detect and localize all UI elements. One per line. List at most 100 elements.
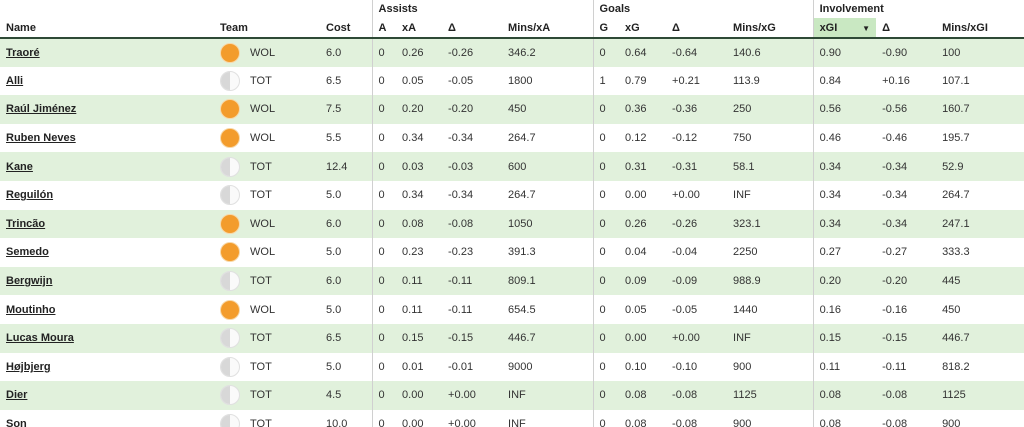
team-info: WOL	[220, 128, 314, 149]
goals-cell: 0	[592, 238, 620, 267]
delta-goals-cell: -0.04	[672, 246, 698, 259]
header-cost[interactable]: Cost	[320, 18, 373, 39]
name-cell: Reguilón	[0, 181, 214, 210]
header-goals[interactable]: G	[592, 18, 620, 39]
header-assists[interactable]: A	[371, 18, 397, 39]
mins-xa-cell: 1800	[508, 74, 533, 87]
assists-cell: 0	[371, 123, 397, 153]
xg-cell: 0.26	[619, 209, 667, 239]
player-link[interactable]: Traoré	[6, 46, 40, 59]
header-xgi[interactable]: xGI ▼	[812, 18, 877, 39]
xgi-cell: 0.34	[812, 152, 877, 181]
player-link[interactable]: Alli	[6, 74, 24, 87]
team-label: WOL	[250, 132, 276, 145]
player-link[interactable]: Dier	[6, 389, 28, 402]
mins-xa-cell: INF	[508, 418, 526, 427]
team-badge-icon	[220, 99, 240, 120]
assists-cell: 0	[371, 238, 397, 267]
header-team[interactable]: Team	[214, 18, 320, 39]
xgi-cell: 0.08	[812, 409, 877, 427]
delta-goals-cell: +0.00	[672, 189, 700, 202]
xgi-cell: 0.20	[812, 266, 877, 296]
table-row: Moutinho WOL 5.0 0 0.11 -0.11 654.5 0 0.05 -0.05 1…	[0, 295, 1024, 324]
header-mins-xgi[interactable]: Mins/xGI	[936, 18, 1024, 39]
team-info: TOT	[220, 185, 314, 206]
delta-assists-cell: +0.00	[448, 418, 476, 427]
header-xa[interactable]: xA	[396, 18, 443, 39]
xa-cell: 0.34	[402, 189, 424, 202]
team-label: TOT	[250, 189, 272, 202]
team-badge-icon	[220, 42, 240, 63]
team-info: TOT	[220, 271, 314, 292]
xg-cell: 0.00	[625, 189, 647, 202]
xg-cell: 0.08	[619, 381, 667, 410]
assists-cell: 0	[371, 352, 397, 382]
delta-assists-cell: -0.34	[448, 132, 474, 145]
team-label: WOL	[250, 303, 276, 316]
header-mins-xg[interactable]: Mins/xG	[727, 18, 814, 39]
delta-assists-cell: -0.34	[448, 189, 474, 202]
header-name[interactable]: Name	[0, 18, 214, 39]
team-badge-icon	[220, 213, 240, 234]
mins-xa-cell: 264.7	[508, 189, 536, 202]
delta-goals-cell: -0.26	[666, 209, 728, 239]
delta-goals-cell: +0.00	[666, 323, 728, 353]
delta-involvement-cell: +0.16	[882, 74, 910, 87]
player-link[interactable]: Lucas Moura	[6, 332, 74, 345]
team-badge-icon	[220, 356, 240, 377]
mins-xa-cell: 346.2	[502, 38, 594, 67]
player-link[interactable]: Ruben Neves	[6, 132, 76, 145]
mins-xgi-cell: 264.7	[942, 189, 970, 202]
player-link[interactable]: Reguilón	[6, 189, 54, 202]
delta-involvement-cell: -0.11	[882, 360, 907, 373]
player-link[interactable]: Kane	[6, 160, 33, 173]
team-cell: TOT	[214, 152, 320, 181]
team-info: TOT	[220, 385, 314, 406]
mins-xg-cell: 250	[727, 95, 814, 124]
team-cell: TOT	[214, 410, 320, 427]
delta-involvement-cell: -0.27	[882, 246, 908, 259]
name-cell: Semedo	[0, 238, 214, 267]
mins-xgi-cell: 100	[936, 38, 1024, 67]
name-cell: Raúl Jiménez	[0, 95, 214, 124]
xgi-cell: 0.08	[812, 381, 877, 410]
player-link[interactable]: Bergwijn	[6, 275, 53, 288]
mins-xa-cell: 654.5	[508, 303, 536, 316]
header-mins-xa[interactable]: Mins/xA	[502, 18, 594, 39]
mins-xgi-cell: 107.1	[942, 74, 970, 87]
team-label: TOT	[250, 389, 272, 402]
player-link[interactable]: Moutinho	[6, 303, 56, 316]
goals-cell: 0	[592, 352, 620, 382]
player-link[interactable]: Højbjerg	[6, 360, 51, 373]
xg-cell: 0.08	[625, 418, 647, 427]
cost-cell: 6.5	[326, 74, 342, 87]
player-link[interactable]: Trincão	[6, 217, 46, 230]
cost-cell: 6.0	[320, 209, 373, 239]
header-delta-involvement[interactable]: Δ	[876, 18, 937, 39]
xgi-cell: 0.46	[812, 123, 877, 153]
goals-cell: 0	[592, 123, 620, 153]
table-row: Bergwijn TOT 6.0 0 0.11 -0.11 809.1 0 0.09 -0.09 9…	[0, 266, 1024, 296]
team-label: WOL	[250, 246, 276, 259]
sort-down-icon: ▼	[862, 23, 871, 33]
team-info: WOL	[220, 99, 314, 120]
delta-assists-cell: -0.20	[442, 95, 503, 124]
header-delta-assists[interactable]: Δ	[442, 18, 503, 39]
xa-cell: 0.20	[396, 95, 443, 124]
header-delta-goals[interactable]: Δ	[666, 18, 728, 39]
delta-goals-cell: -0.09	[666, 266, 728, 296]
assists-cell: 0	[371, 209, 397, 239]
header-xg[interactable]: xG	[619, 18, 667, 39]
xgi-cell: 0.34	[812, 180, 877, 210]
team-label: TOT	[250, 360, 272, 373]
xgi-cell: 0.56	[812, 95, 877, 124]
cost-cell: 7.5	[320, 95, 373, 124]
player-link[interactable]: Raúl Jiménez	[6, 103, 77, 116]
delta-assists-cell: -0.05	[448, 74, 474, 87]
mins-xg-cell: 323.1	[727, 209, 814, 239]
cost-cell: 6.0	[320, 266, 373, 296]
player-link[interactable]: Semedo	[6, 246, 49, 259]
mins-xgi-cell: 247.1	[936, 209, 1024, 239]
player-link[interactable]: Son	[6, 418, 27, 427]
